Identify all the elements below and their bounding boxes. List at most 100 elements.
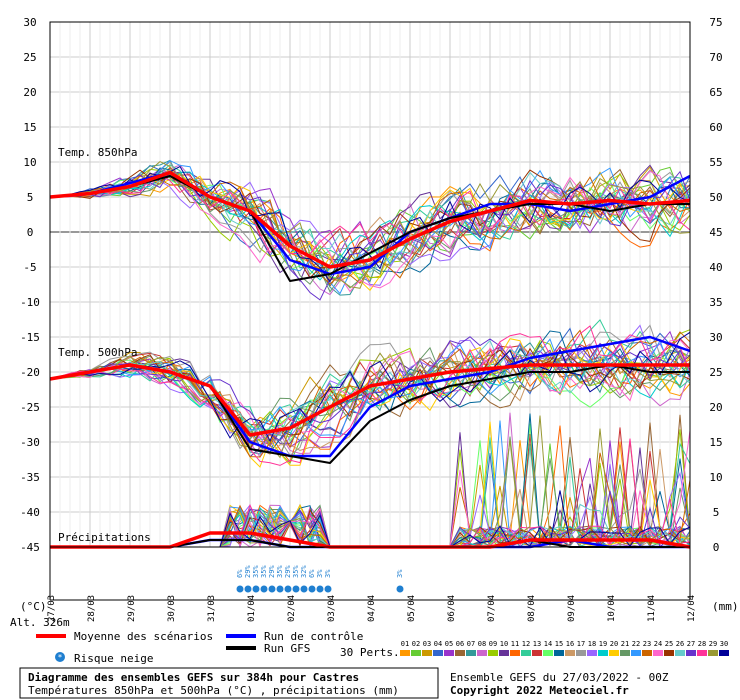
right-tick-label: 30	[709, 331, 722, 344]
right-tick-label: 20	[709, 401, 722, 414]
right-tick-label: 40	[709, 261, 722, 274]
member-30-t500	[49, 331, 691, 443]
snow-risk-flake	[276, 585, 284, 593]
member-legend-label: 05	[445, 640, 453, 648]
member-legend-swatch	[543, 650, 553, 656]
snow-risk-flake	[308, 585, 316, 593]
member-legend-label: 06	[456, 640, 464, 648]
snow-risk-label: 6%	[308, 569, 316, 578]
member-legend-label: 27	[687, 640, 695, 648]
snow-risk-flake	[244, 585, 252, 593]
member-legend-label: 22	[632, 640, 640, 648]
x-tick-label: 30/03	[167, 595, 177, 622]
snow-risk-flake	[316, 585, 324, 593]
member-legend-swatch	[653, 650, 663, 656]
x-tick-label: 27/03	[47, 595, 57, 622]
snow-risk-flake	[300, 585, 308, 593]
x-tick-label: 07/04	[487, 595, 497, 622]
series-2-values_t850	[49, 175, 690, 282]
right-tick-label: 15	[709, 436, 722, 449]
member-legend-label: 02	[412, 640, 420, 648]
legend-perts-label: 30 Perts.	[340, 646, 400, 659]
snowflake-icon: *	[55, 652, 65, 662]
member-legend-label: 17	[577, 640, 585, 648]
member-legend-swatch	[620, 650, 630, 656]
copyright: Copyright 2022 Meteociel.fr	[450, 684, 629, 697]
member-legend-swatch	[510, 650, 520, 656]
series-0-values_t850	[49, 170, 691, 269]
left-tick-label: 0	[27, 226, 34, 239]
member-legend-swatch	[455, 650, 465, 656]
member-legend-label: 15	[555, 640, 563, 648]
plot-frame	[49, 21, 691, 548]
svg-text:*: *	[58, 653, 62, 662]
right-tick-label: 10	[709, 471, 722, 484]
member-legend-label: 01	[401, 640, 409, 648]
member-legend-label: 13	[533, 640, 541, 648]
member-legend-label: 23	[643, 640, 651, 648]
grid	[49, 21, 691, 548]
right-tick-label: 70	[709, 51, 722, 64]
member-legend-swatch	[708, 650, 718, 656]
left-tick-label: -25	[20, 401, 40, 414]
member-legend-swatch	[488, 650, 498, 656]
snow-risk-label: 3%	[316, 569, 324, 578]
snow-risk-label: 35%	[292, 565, 300, 578]
snow-risk-label: 35%	[252, 565, 260, 578]
member-legend-swatch	[675, 650, 685, 656]
left-tick-label: 5	[27, 191, 34, 204]
snow-risk-label: 29%	[244, 565, 252, 578]
right-tick-label: 25	[709, 366, 722, 379]
member-legend-label: 09	[489, 640, 497, 648]
member-legend-label: 28	[698, 640, 706, 648]
member-legend-swatch	[587, 650, 597, 656]
member-legend-swatch	[433, 650, 443, 656]
x-tick-label: 01/04	[247, 595, 257, 622]
member-26-t850	[49, 170, 691, 273]
right-tick-label: 0	[713, 541, 720, 554]
left-tick-label: 20	[23, 86, 36, 99]
left-unit: (°C)	[20, 600, 47, 613]
right-tick-label: 75	[709, 16, 722, 29]
member-legend-label: 12	[522, 640, 530, 648]
legend-control-label: Run de contrôle	[264, 630, 363, 643]
left-tick-label: -20	[20, 366, 40, 379]
right-tick-label: 45	[709, 226, 722, 239]
member-legend-swatch	[686, 650, 696, 656]
member-legend-swatch	[499, 650, 509, 656]
snow-risk-flake	[324, 585, 332, 593]
member-legend-label: 10	[500, 640, 508, 648]
x-tick-label: 05/04	[407, 595, 417, 622]
x-tick-label: 12/04	[687, 595, 697, 622]
member-legend-label: 26	[676, 640, 684, 648]
member-28-t500	[49, 325, 691, 466]
legend-gfs-label: Run GFS	[264, 642, 310, 655]
member-legend-label: 18	[588, 640, 596, 648]
member-legend-swatch	[477, 650, 487, 656]
member-legend-swatch	[444, 650, 454, 656]
right-unit: (mm)	[712, 600, 739, 613]
snow-risk-flake	[260, 585, 268, 593]
altitude-label: Alt. 326m	[10, 616, 70, 629]
snow-risk-label: 35%	[276, 565, 284, 578]
x-tick-label: 09/04	[567, 595, 577, 622]
snow-risk-flake	[292, 585, 300, 593]
left-tick-label: -5	[23, 261, 36, 274]
member-legend-swatch	[532, 650, 542, 656]
snow-risk-label: 6%	[236, 569, 244, 578]
member-legend: 01 02 03 04 05 06 07 08 09 10 11 12 13 14 15 16 17 18 19 20…	[400, 640, 729, 656]
member-legend-label: 03	[423, 640, 431, 648]
x-tick-label: 28/03	[87, 595, 97, 622]
chart-subtitle: Températures 850hPa et 500hPa (°C) , pré…	[28, 684, 399, 697]
left-tick-label: -40	[20, 506, 40, 519]
left-tick-label: -10	[20, 296, 40, 309]
member-legend-swatch	[466, 650, 476, 656]
left-tick-label: 15	[23, 121, 36, 134]
member-legend-swatch	[565, 650, 575, 656]
left-tick-label: -15	[20, 331, 40, 344]
member-legend-swatch	[697, 650, 707, 656]
right-tick-label: 65	[709, 86, 722, 99]
member-20-t500	[49, 338, 691, 468]
member-legend-label: 29	[709, 640, 717, 648]
